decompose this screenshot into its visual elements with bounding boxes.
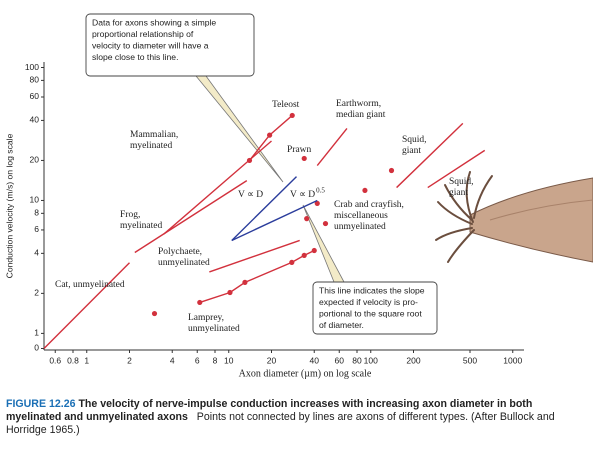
y-tick-label: 8	[34, 208, 39, 218]
data-point	[388, 167, 395, 174]
series-label: Polychaete,	[158, 247, 202, 257]
series-label: giant	[402, 146, 421, 156]
series-label: V ∝ D	[290, 190, 315, 200]
callout-text: velocity to diameter will have a	[92, 40, 209, 50]
y-tick-label: 80	[30, 75, 40, 85]
data-point	[197, 299, 203, 306]
x-tick-label: 40	[310, 355, 320, 365]
callout-text: expected if velocity is pro-	[319, 297, 418, 307]
y-tick-label: 20	[30, 155, 40, 165]
chart: Conduction velocity (m/s) on log scale A…	[4, 13, 593, 379]
x-tick-label: 80	[352, 355, 362, 365]
callout-box	[312, 281, 438, 335]
callout-text: proportional relationship of	[92, 29, 194, 39]
series-line	[231, 199, 318, 242]
data-point	[151, 310, 158, 317]
data-point	[289, 259, 295, 265]
data-point	[362, 187, 368, 194]
series-label: Cat, unmyelinated	[55, 280, 125, 290]
series-label: Teleost	[272, 100, 300, 110]
series-label: miscellaneous	[334, 211, 388, 221]
series-label: V ∝ D	[238, 190, 263, 200]
series-label: unmyelinated	[334, 222, 386, 232]
callout-text: This line indicates the slope	[319, 285, 425, 295]
series-label: Earthworm,	[336, 99, 381, 109]
x-tick-label: 100	[364, 355, 378, 365]
y-tick-label: 6	[34, 224, 39, 234]
figure-label: FIGURE 12.26	[6, 398, 76, 410]
series-label: Squid,	[449, 177, 474, 187]
x-tick-label: 6	[195, 355, 200, 365]
y-tick-label: 60	[30, 91, 40, 101]
data-point	[301, 155, 307, 162]
data-point	[227, 289, 233, 296]
y-tick-label: 4	[34, 248, 39, 258]
series-label: myelinated	[130, 141, 172, 151]
series-label: Mammalian,	[130, 130, 178, 140]
squid-illustration	[435, 171, 593, 263]
x-tick-label: 10	[224, 355, 234, 365]
data-point	[311, 247, 317, 254]
series-line	[209, 239, 300, 273]
y-tick-label: 100	[25, 62, 39, 72]
y-axis-title: Conduction velocity (m/s) on log scale	[4, 133, 14, 278]
callout-text: of diameter.	[319, 320, 364, 330]
caption-title: The velocity of nerve-impulse conduction…	[6, 398, 533, 423]
series-label: Frog,	[120, 210, 140, 220]
series-label: Lamprey,	[188, 313, 224, 323]
series-line	[199, 249, 315, 304]
x-tick-label: 500	[463, 355, 477, 365]
x-tick-label: 1	[84, 355, 89, 365]
callout-text: Data for axons showing a simple	[92, 17, 216, 27]
callout-text: slope close to this line.	[92, 52, 178, 62]
callout-box	[85, 13, 255, 77]
data-point	[304, 216, 310, 222]
series-label: unmyelinated	[158, 258, 210, 268]
caption-text: Points not connected by lines are axons …	[6, 411, 555, 436]
data-point	[246, 157, 253, 164]
x-tick-label: 200	[406, 355, 420, 365]
callout-text: portional to the square root	[319, 308, 422, 318]
series-line	[43, 262, 130, 349]
data-point	[267, 132, 273, 138]
x-tick-label: 2	[127, 355, 132, 365]
series-label: unmyelinated	[188, 324, 240, 334]
series-label: Squid,	[402, 135, 427, 145]
data-point	[289, 112, 295, 119]
y-tick-label: 10	[30, 195, 40, 205]
x-tick-label: 1000	[503, 355, 522, 365]
y-tick-label: 2	[34, 288, 39, 298]
callout-leader	[195, 75, 284, 183]
series-label-sup: 0.5	[316, 187, 325, 195]
figure-caption: FIGURE 12.26 The velocity of nerve-impul…	[6, 398, 586, 437]
series-line	[396, 122, 464, 189]
series-line	[134, 180, 248, 254]
series-label: giant	[449, 188, 468, 198]
x-tick-label: 60	[335, 355, 345, 365]
series-label: median giant	[336, 110, 386, 120]
callout-leader	[302, 204, 345, 283]
x-tick-label: 0.6	[49, 355, 61, 365]
series-line	[231, 176, 297, 241]
series-line	[427, 149, 486, 189]
x-tick-label: 20	[267, 355, 277, 365]
y-tick-label: 0	[34, 343, 39, 353]
x-tick-label: 8	[213, 355, 218, 365]
series-label: Prawn	[287, 145, 312, 155]
x-tick-label: 4	[170, 355, 175, 365]
x-axis-title: Axon diameter (µm) on log scale	[239, 368, 372, 379]
data-point	[242, 279, 248, 285]
data-point	[314, 200, 320, 207]
series-label: Crab and crayfish,	[334, 199, 404, 210]
series-line	[316, 128, 348, 166]
x-tick-label: 0.8	[67, 355, 79, 365]
data-point	[301, 252, 307, 259]
series-line	[163, 140, 272, 235]
y-tick-label: 1	[34, 328, 39, 338]
series-label: myelinated	[120, 221, 162, 231]
y-tick-label: 40	[30, 115, 40, 125]
data-point	[322, 220, 329, 227]
